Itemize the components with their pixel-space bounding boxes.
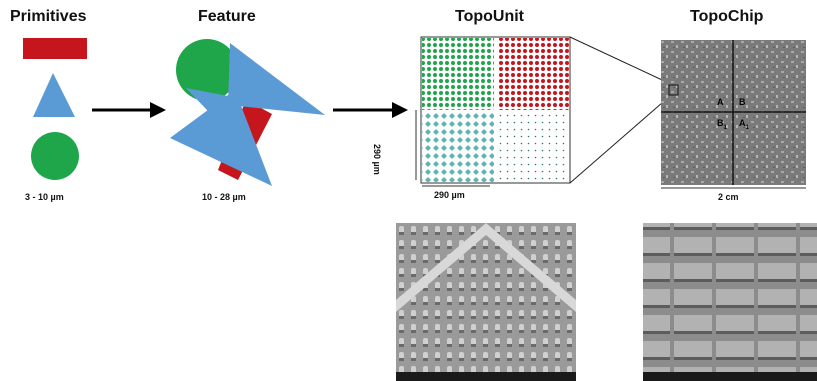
topochip-image <box>661 40 806 185</box>
topounit-title: TopoUnit <box>455 8 525 25</box>
primitive-circle <box>31 132 79 180</box>
sem-image-pillars <box>396 223 576 381</box>
unit-width-label: 290 µm <box>434 190 465 200</box>
chip-quadrant-b1: B1 <box>717 118 727 131</box>
feature-size-label: 10 - 28 µm <box>202 192 246 202</box>
arrow-primitives-to-feature <box>92 102 166 118</box>
chip-quadrant-a: A <box>717 97 724 107</box>
zoom-line-bottom <box>569 95 671 184</box>
primitive-triangle <box>33 73 75 117</box>
arrow-feature-to-topounit <box>333 102 408 118</box>
topounit-quadrant-green <box>422 38 494 110</box>
chip-width-label: 2 cm <box>718 192 739 202</box>
topounit-quadrant-teal <box>422 112 494 182</box>
topochip-title: TopoChip <box>690 8 764 25</box>
chip-quadrant-a1-sub: 1 <box>745 124 749 131</box>
topounit-grid <box>420 36 571 184</box>
primitive-rectangle <box>23 38 87 59</box>
topochip-zoom-marker <box>668 84 679 96</box>
zoom-line-top <box>569 36 676 87</box>
chip-quadrant-b: B <box>739 97 746 107</box>
feature-title: Feature <box>198 8 256 25</box>
sem-image-cells <box>643 223 817 381</box>
chip-quadrant-a1: A1 <box>739 118 749 131</box>
topounit-quadrant-red <box>497 38 569 110</box>
topounit-quadrant-sparse <box>497 112 569 182</box>
primitive-size-label: 3 - 10 µm <box>25 192 64 202</box>
feature-shape <box>170 39 325 186</box>
primitives-title: Primitives <box>10 8 87 25</box>
chip-quadrant-b1-letter: B <box>717 118 724 128</box>
chip-quadrant-a1-letter: A <box>739 118 746 128</box>
chip-quadrant-b1-sub: 1 <box>723 124 727 131</box>
